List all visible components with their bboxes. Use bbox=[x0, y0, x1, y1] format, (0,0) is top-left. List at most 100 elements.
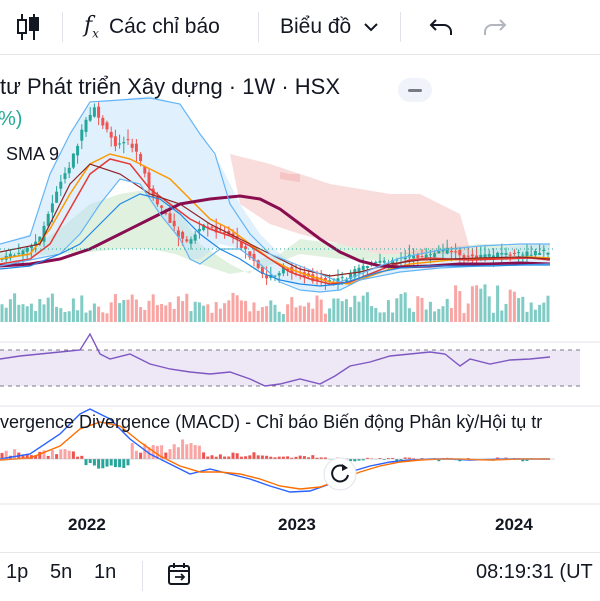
price-chart[interactable] bbox=[0, 54, 600, 554]
volume-bar bbox=[265, 306, 268, 322]
interval-1p[interactable]: 1p bbox=[6, 561, 28, 584]
volume-bar bbox=[13, 293, 16, 322]
candle-body bbox=[500, 253, 503, 254]
interval-1n[interactable]: 1n bbox=[94, 561, 116, 584]
volume-bar bbox=[101, 312, 104, 322]
macd-histogram-bar bbox=[190, 443, 193, 459]
volume-bar bbox=[362, 296, 365, 322]
volume-bar bbox=[345, 299, 348, 322]
macd-histogram-bar bbox=[257, 455, 260, 459]
volume-bar bbox=[30, 304, 33, 322]
macd-histogram-bar bbox=[181, 439, 184, 459]
volume-bar bbox=[299, 306, 302, 322]
candle-body bbox=[534, 251, 537, 255]
macd-histogram-bar bbox=[127, 459, 130, 465]
macd-histogram-bar bbox=[202, 452, 205, 459]
volume-bar bbox=[471, 286, 474, 322]
minus-icon bbox=[408, 89, 422, 92]
volume-bar bbox=[17, 305, 20, 322]
candle-body bbox=[433, 253, 436, 257]
sma-legend-label[interactable]: SMA 9 bbox=[6, 144, 59, 165]
volume-bar bbox=[93, 303, 96, 322]
volume-bar bbox=[169, 302, 172, 322]
candle-body bbox=[513, 253, 516, 254]
volume-bar bbox=[349, 307, 352, 322]
volume-bar bbox=[131, 295, 134, 322]
candle-body bbox=[437, 251, 440, 253]
volume-bar bbox=[1, 304, 4, 322]
macd-legend-label[interactable]: vergence Divergence (MACD) - Chỉ báo Biế… bbox=[0, 412, 542, 433]
volume-bar bbox=[22, 304, 25, 322]
volume-bar bbox=[72, 298, 75, 322]
interval-5n[interactable]: 5n bbox=[50, 561, 72, 584]
volume-bar bbox=[269, 300, 272, 322]
toolbar-divider bbox=[258, 12, 259, 42]
macd-histogram-bar bbox=[59, 449, 62, 459]
candle-body bbox=[194, 234, 197, 240]
macd-histogram-bar bbox=[223, 457, 226, 459]
volume-bar bbox=[437, 309, 440, 322]
volume-bar bbox=[261, 307, 264, 322]
volume-bar bbox=[513, 292, 516, 322]
volume-bar bbox=[51, 294, 54, 322]
candle-body bbox=[64, 173, 67, 179]
volume-bar bbox=[509, 290, 512, 322]
candle-body bbox=[542, 250, 545, 251]
undo-icon[interactable] bbox=[428, 0, 454, 54]
volume-bar bbox=[488, 296, 491, 322]
candle-body bbox=[89, 115, 92, 121]
chart-type-button[interactable]: Biểu đồ bbox=[280, 0, 379, 54]
macd-histogram-bar bbox=[101, 459, 104, 468]
volume-bar bbox=[244, 301, 247, 322]
volume-bar bbox=[416, 296, 419, 322]
volume-bar bbox=[517, 298, 520, 322]
macd-histogram-bar bbox=[353, 459, 356, 461]
macd-histogram-bar bbox=[232, 453, 235, 459]
volume-bar bbox=[366, 292, 369, 322]
volume-bar bbox=[450, 308, 453, 322]
candle-body bbox=[450, 251, 453, 252]
candle-body bbox=[127, 139, 130, 140]
volume-bar bbox=[400, 294, 403, 322]
macd-histogram-bar bbox=[219, 454, 222, 459]
bottom-divider bbox=[142, 561, 143, 591]
clock-readout[interactable]: 08:19:31 (UT bbox=[476, 561, 593, 584]
volume-bar bbox=[383, 312, 386, 322]
candle-body bbox=[110, 132, 113, 138]
macd-histogram-bar bbox=[80, 456, 83, 459]
volume-bar bbox=[500, 311, 503, 322]
volume-bar bbox=[391, 313, 394, 322]
symbol-title[interactable]: tư Phát triển Xây dựng · 1W · HSX bbox=[0, 74, 340, 100]
volume-bar bbox=[26, 306, 29, 322]
candle-body bbox=[118, 143, 121, 144]
rsi-pane bbox=[0, 334, 600, 406]
candle-body bbox=[97, 107, 100, 118]
candle-body bbox=[185, 239, 188, 241]
volume-bar bbox=[55, 307, 58, 322]
candlestick-icon[interactable] bbox=[14, 0, 42, 54]
volume-bar bbox=[257, 311, 260, 322]
candle-body bbox=[517, 252, 520, 253]
ichimoku-cloud-red bbox=[230, 154, 470, 254]
collapse-legend-button[interactable] bbox=[398, 78, 432, 102]
redo-icon[interactable] bbox=[482, 0, 508, 54]
volume-bar bbox=[320, 300, 323, 322]
chart-type-label: Biểu đồ bbox=[280, 15, 351, 39]
reset-chart-button[interactable] bbox=[324, 458, 356, 490]
volume-bar bbox=[534, 310, 537, 322]
volume-bar bbox=[274, 305, 277, 322]
volume-bar bbox=[59, 308, 62, 322]
macd-histogram bbox=[1, 439, 550, 468]
volume-bar bbox=[286, 304, 289, 322]
macd-histogram-bar bbox=[173, 444, 176, 459]
indicators-button[interactable]: fx Các chỉ báo bbox=[84, 0, 220, 54]
volume-bar bbox=[89, 310, 92, 322]
candle-body bbox=[106, 122, 109, 129]
candle-body bbox=[148, 172, 151, 187]
volume-bar bbox=[194, 302, 197, 322]
volume-bar bbox=[307, 303, 310, 322]
macd-histogram-bar bbox=[76, 457, 79, 459]
volume-bar bbox=[492, 313, 495, 322]
goto-date-icon[interactable] bbox=[166, 561, 194, 594]
candle-body bbox=[169, 213, 172, 223]
